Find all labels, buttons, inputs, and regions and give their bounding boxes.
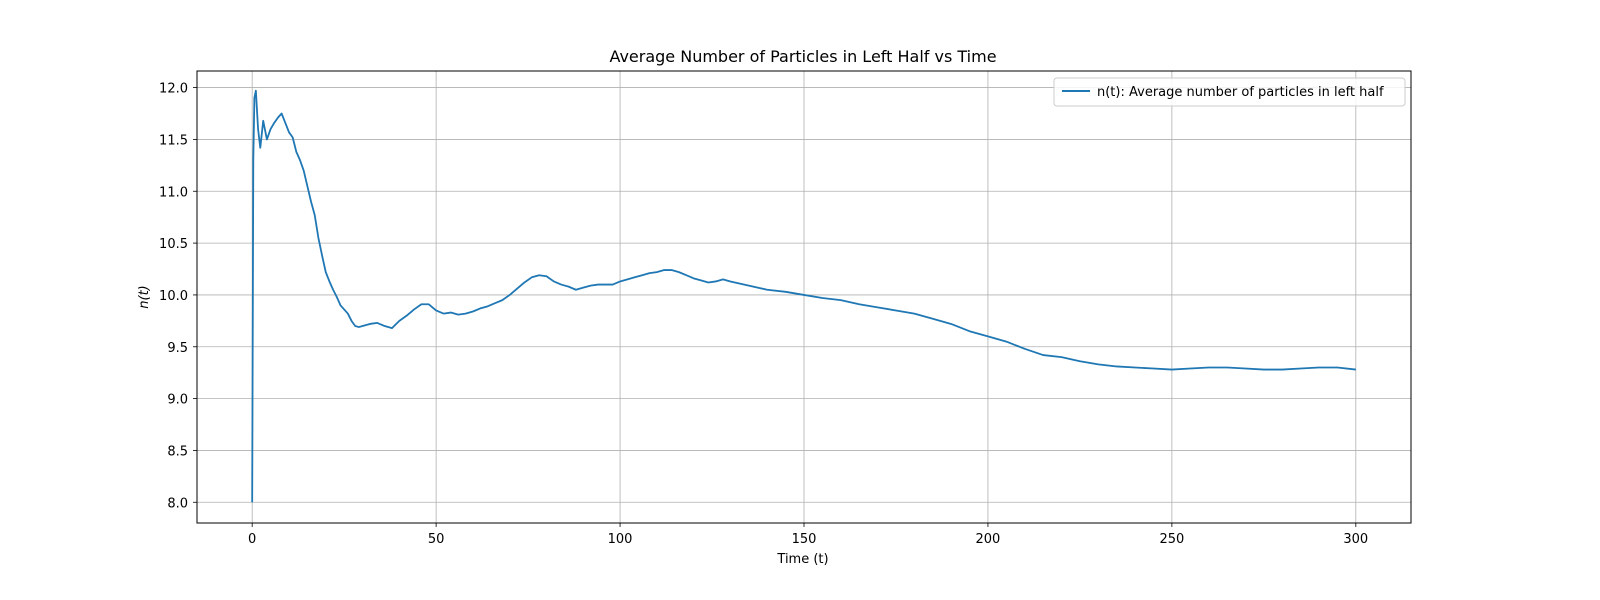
legend-box xyxy=(1053,77,1406,107)
y-tick-label: 8.0 xyxy=(167,496,188,511)
x-tick-label: 250 xyxy=(1159,532,1184,547)
y-tick-label: 10.0 xyxy=(159,289,188,304)
y-tick-label: 12.0 xyxy=(159,82,188,97)
legend: n(t): Average number of particles in lef… xyxy=(1053,77,1406,107)
x-tick-label: 300 xyxy=(1343,532,1368,547)
x-tick-label: 50 xyxy=(428,532,445,547)
legend-label: n(t): Average number of particles in lef… xyxy=(1097,85,1384,100)
y-tick-label: 11.0 xyxy=(159,185,188,200)
y-tick-label: 9.0 xyxy=(167,393,188,408)
x-axis-title: Time (t) xyxy=(776,552,828,567)
grid-lines xyxy=(197,71,1411,523)
chart-title: Average Number of Particles in Left Half… xyxy=(609,47,996,66)
axis-ticks: 0 50 100 150 200 250 300 8.0 8.5 9.0 9.5 10.0 10.5 11… xyxy=(159,82,1368,547)
series-layer xyxy=(251,89,1356,503)
x-tick-label: 150 xyxy=(792,532,817,547)
y-tick-label: 9.5 xyxy=(167,341,188,356)
x-tick-label: 200 xyxy=(976,532,1001,547)
y-tick-label: 11.5 xyxy=(159,133,188,148)
x-tick-label: 0 xyxy=(248,532,256,547)
y-axis-title: n(t) xyxy=(137,285,152,308)
series-line xyxy=(251,89,1356,503)
y-tick-label: 10.5 xyxy=(159,237,188,252)
y-tick-label: 8.5 xyxy=(167,444,188,459)
x-tick-label: 100 xyxy=(608,532,633,547)
